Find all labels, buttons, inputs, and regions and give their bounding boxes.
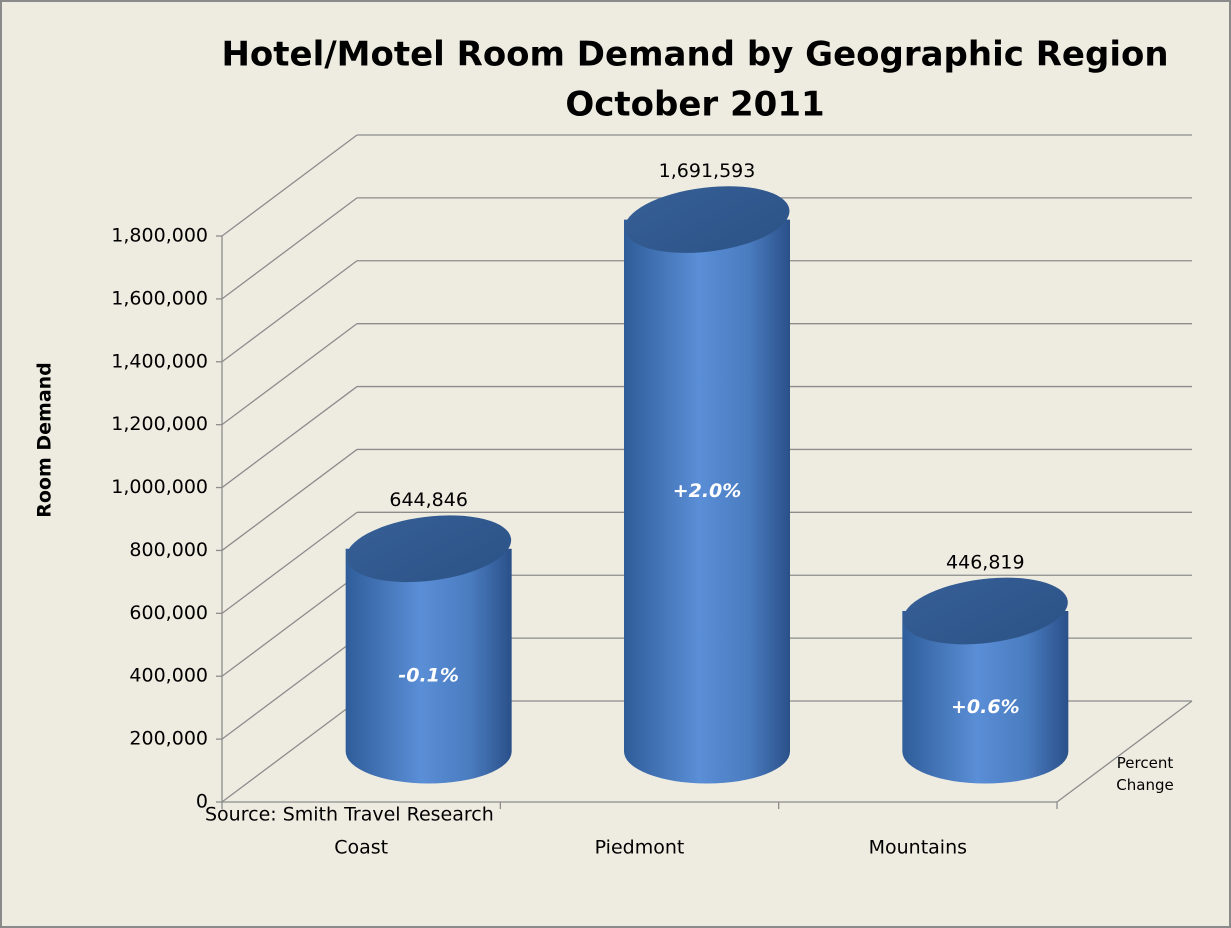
percent-label: -0.1% bbox=[398, 665, 459, 687]
y-tick-label: 1,400,000 bbox=[111, 350, 208, 372]
x-tick-label: Piedmont bbox=[595, 837, 685, 859]
floor-edge bbox=[1056, 700, 1193, 803]
z-axis-label: Percent Change bbox=[1116, 754, 1174, 794]
cylinder-body bbox=[902, 611, 1069, 784]
y-tick-label: 1,600,000 bbox=[111, 287, 208, 309]
y-tick-label: 1,800,000 bbox=[111, 225, 208, 247]
y-tick-label: 0 bbox=[196, 791, 208, 813]
chart-subtitle: October 2011 bbox=[565, 85, 824, 125]
y-tick-label: 400,000 bbox=[129, 665, 208, 687]
grid-line bbox=[221, 700, 358, 803]
y-tick-label: 1,200,000 bbox=[111, 413, 208, 435]
grid-line bbox=[221, 637, 358, 740]
value-label: 644,846 bbox=[389, 489, 468, 511]
cylinder-top bbox=[346, 515, 512, 583]
grid-line bbox=[221, 448, 358, 551]
y-tick-label: 1,000,000 bbox=[111, 476, 208, 498]
cylinder-body bbox=[345, 548, 512, 784]
percent-label: +0.6% bbox=[951, 696, 1020, 718]
y-tick-label: 200,000 bbox=[129, 728, 208, 750]
x-tick-label: Mountains bbox=[869, 837, 967, 859]
value-label: 446,819 bbox=[946, 552, 1025, 574]
percent-label: +2.0% bbox=[673, 480, 742, 502]
grid-line bbox=[221, 134, 358, 237]
cylinder-top bbox=[902, 577, 1068, 645]
cylinder-top bbox=[624, 186, 790, 253]
y-tick-label: 600,000 bbox=[129, 602, 208, 624]
grid-line bbox=[221, 386, 358, 489]
grid-line bbox=[221, 574, 358, 677]
y-tick-label: 800,000 bbox=[129, 539, 208, 561]
value-label: 1,691,593 bbox=[659, 160, 756, 182]
cylinder-body bbox=[624, 219, 790, 784]
x-tick-label: Coast bbox=[334, 837, 388, 859]
source: Source: Smith Travel Research bbox=[205, 804, 494, 826]
grid-line bbox=[221, 197, 358, 300]
grid-line bbox=[221, 511, 358, 614]
y-axis-label: Room Demand bbox=[34, 362, 56, 518]
grid-line bbox=[221, 260, 358, 363]
grid-line bbox=[221, 323, 358, 426]
chart-title: Hotel/Motel Room Demand by Geographic Re… bbox=[221, 35, 1168, 75]
